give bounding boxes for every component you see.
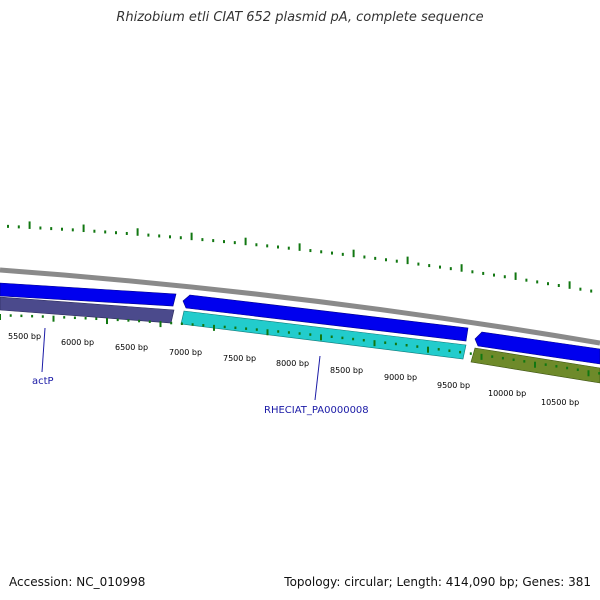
ruler-label-9000: 9000 bp: [384, 373, 417, 382]
sequence-stats-text: Topology: circular; Length: 414,090 bp; …: [284, 575, 591, 589]
gc-skew-track: [7, 221, 593, 293]
forward-gene-3[interactable]: [474, 331, 600, 365]
ruler-label-6000: 6000 bp: [61, 338, 94, 347]
ruler-label-7000: 7000 bp: [169, 348, 202, 357]
ruler-label-5500: 5500 bp: [8, 332, 41, 341]
actp-label-line: [41, 327, 46, 373]
ruler-label-7500: 7500 bp: [223, 354, 256, 363]
gene-label-rheciat[interactable]: RHECIAT_PA0000008: [264, 405, 369, 416]
accession-text: Accession: NC_010998: [9, 575, 146, 589]
forward-gene-1[interactable]: [0, 282, 177, 307]
rheciat-label-line: [314, 355, 321, 401]
ruler-label-9500: 9500 bp: [437, 381, 470, 390]
ruler-label-8000: 8000 bp: [276, 359, 309, 368]
ruler-ticks: [0, 314, 600, 377]
backbone-track: [0, 267, 600, 346]
gene-label-actp[interactable]: actP: [32, 376, 54, 387]
reverse-gene-rheciat[interactable]: [180, 310, 467, 360]
ruler-label-10000: 10000 bp: [488, 389, 526, 398]
ruler-label-8500: 8500 bp: [330, 366, 363, 375]
forward-gene-2[interactable]: [182, 294, 469, 342]
ruler-label-10500: 10500 bp: [541, 398, 579, 407]
map-title: Rhizobium etli CIAT 652 plasmid pA, comp…: [116, 10, 484, 25]
ruler-label-6500: 6500 bp: [115, 343, 148, 352]
